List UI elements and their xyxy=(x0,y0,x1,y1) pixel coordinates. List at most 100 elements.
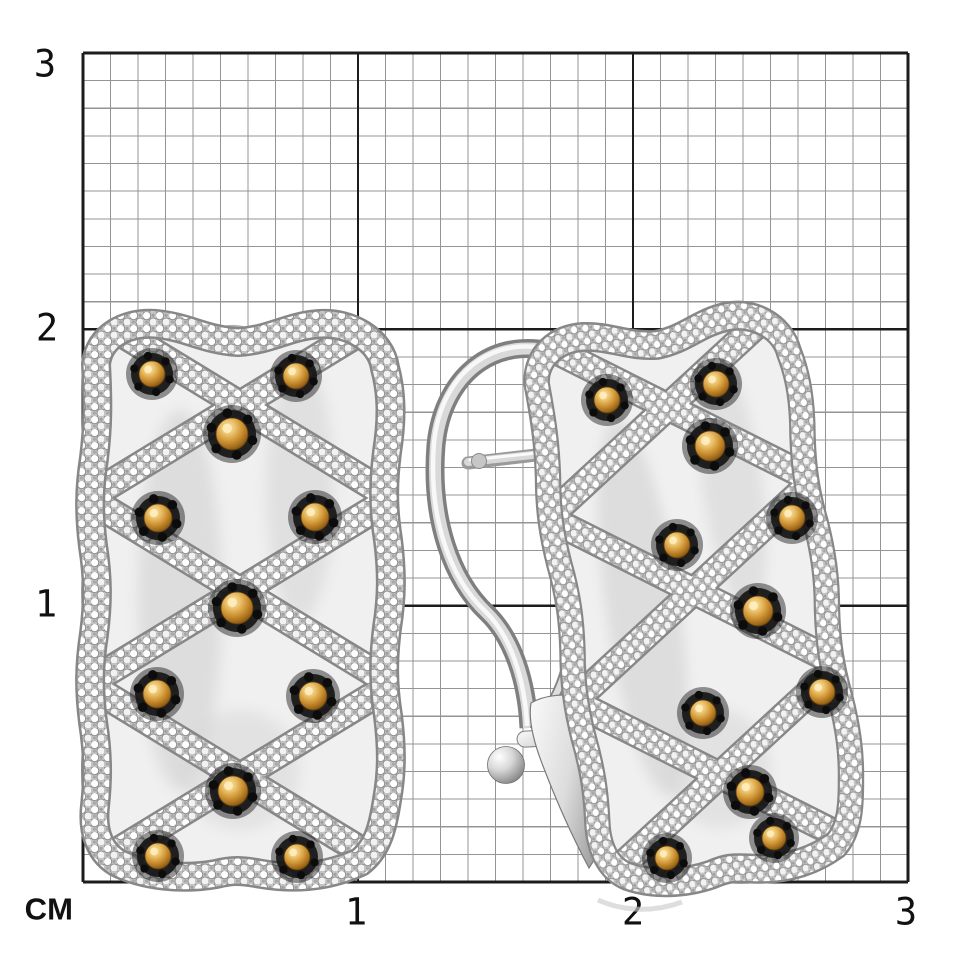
prong-bead xyxy=(171,857,180,866)
prong-bead xyxy=(275,847,284,856)
prong-bead xyxy=(211,443,222,454)
prong-bead xyxy=(309,377,318,386)
cognac-stone-setting xyxy=(126,348,178,400)
prong-bead xyxy=(279,865,288,874)
prong-bead xyxy=(712,696,721,705)
prong-bead xyxy=(134,507,145,518)
cognac-diamond xyxy=(689,699,717,727)
stone-sparkle xyxy=(784,509,792,518)
cognac-stone-setting xyxy=(581,374,633,426)
prong-bead xyxy=(170,694,181,705)
axis-tick-label: 1 xyxy=(35,583,57,626)
prong-bead xyxy=(208,780,219,790)
prong-bead xyxy=(738,620,748,630)
earring-side-view xyxy=(425,294,869,912)
prong-bead xyxy=(274,366,283,375)
prong-bead xyxy=(130,364,139,373)
prong-bead xyxy=(716,397,725,407)
cognac-diamond xyxy=(144,842,172,870)
prong-bead xyxy=(167,839,176,848)
prong-bead xyxy=(295,525,306,536)
prong-bead xyxy=(666,870,675,880)
prong-bead xyxy=(659,836,668,846)
prong-bead xyxy=(306,840,315,849)
stone-sparkle xyxy=(304,686,313,696)
cognac-diamond xyxy=(142,679,172,709)
prong-bead xyxy=(314,531,325,541)
prong-bead xyxy=(305,493,316,503)
prong-bead xyxy=(835,693,844,702)
cognac-diamond xyxy=(761,825,787,851)
prong-bead xyxy=(759,773,770,784)
prong-bead xyxy=(247,588,258,599)
stone-sparkle xyxy=(222,423,232,434)
cognac-diamond xyxy=(283,843,311,871)
prong-bead xyxy=(607,413,616,423)
prong-bead xyxy=(231,450,242,460)
cognac-stone-setting xyxy=(203,405,261,463)
prong-bead xyxy=(247,435,258,446)
earring-front-view xyxy=(84,310,396,883)
cognac-stone-setting xyxy=(208,579,266,637)
prong-bead xyxy=(252,609,263,620)
prong-bead xyxy=(585,390,594,399)
prong-bead xyxy=(757,845,766,854)
stone-sparkle xyxy=(669,536,677,545)
prong-bead xyxy=(322,677,333,688)
cognac-stone-setting xyxy=(205,763,261,819)
unit-label-cm: СМ xyxy=(25,892,74,927)
stone-sparkle xyxy=(814,683,822,692)
prong-bead xyxy=(247,792,258,802)
prong-bead xyxy=(650,865,659,874)
prong-bead xyxy=(152,387,161,397)
prong-bead xyxy=(297,870,306,880)
prong-bead xyxy=(326,696,337,707)
table-reflection xyxy=(596,897,683,912)
prong-bead xyxy=(156,708,167,718)
cognac-stone-setting xyxy=(677,687,729,739)
stone-sparkle xyxy=(708,375,716,384)
cognac-stone-setting xyxy=(642,833,692,883)
prong-bead xyxy=(783,495,792,505)
prong-bead xyxy=(801,501,810,510)
prong-bead xyxy=(222,408,233,418)
stone-sparkle xyxy=(659,850,668,858)
prong-bead xyxy=(733,600,744,610)
prong-bead xyxy=(716,714,725,723)
prong-bead xyxy=(681,703,690,712)
prong-bead xyxy=(685,721,694,730)
stone-sparkle xyxy=(149,508,158,518)
prong-bead xyxy=(792,531,801,541)
stone-sparkle xyxy=(695,704,703,713)
prong-bead xyxy=(136,846,145,855)
prong-bead xyxy=(312,710,323,720)
prong-bead xyxy=(690,455,700,465)
cognac-stones-side xyxy=(581,358,848,883)
prong-bead xyxy=(324,498,335,509)
prong-bead xyxy=(303,672,314,682)
prong-bead xyxy=(675,842,684,851)
prong-bead xyxy=(328,517,339,528)
cognac-diamond xyxy=(778,504,806,532)
cognac-stone-setting xyxy=(730,583,786,639)
cognac-diamond xyxy=(143,503,173,533)
prong-bead xyxy=(698,392,707,401)
prong-bead xyxy=(730,800,741,811)
prong-bead xyxy=(724,447,735,457)
prong-bead xyxy=(232,806,243,816)
cognac-stone-setting xyxy=(766,492,818,544)
prong-bead xyxy=(831,675,840,684)
prong-bead xyxy=(206,422,217,433)
cognac-diamond xyxy=(735,777,765,807)
prong-bead xyxy=(223,766,234,776)
prong-bead xyxy=(289,685,300,696)
prong-bead xyxy=(140,864,149,873)
axis-tick-label: 1 xyxy=(345,891,367,934)
prong-bead xyxy=(236,624,247,634)
cognac-diamond xyxy=(593,386,621,414)
cognac-stone-setting xyxy=(682,418,738,474)
cognac-diamond xyxy=(808,678,836,706)
prong-bead xyxy=(305,359,314,368)
